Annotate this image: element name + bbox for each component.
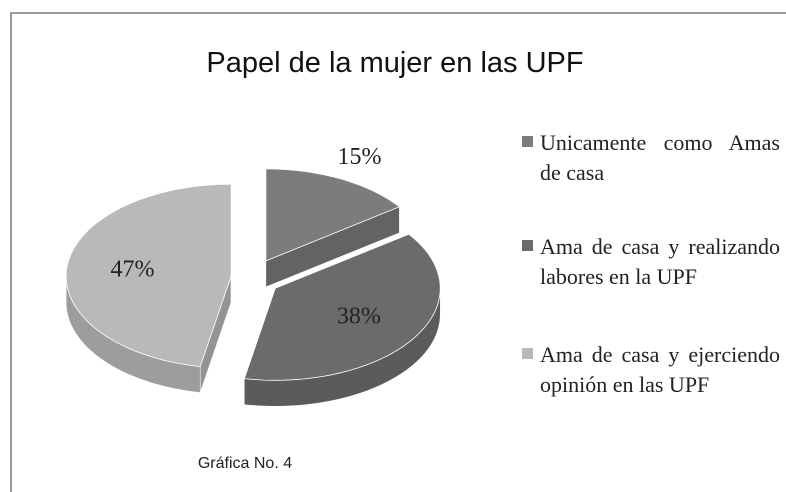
legend-swatch <box>522 136 533 147</box>
data-label: 47% <box>111 256 155 282</box>
legend-label: Unicamente como Amas de casa <box>540 130 780 185</box>
legend-swatch <box>522 240 533 251</box>
chart-frame <box>10 12 786 492</box>
data-label: 15% <box>338 144 382 170</box>
legend-item: Ama de casa y ejerciendo opinión en las … <box>522 340 780 400</box>
legend-item: Unicamente como Amas de casa <box>522 128 780 188</box>
legend-item: Ama de casa y realizando labores en la U… <box>522 232 780 292</box>
slice-top <box>265 168 401 262</box>
slice-top <box>243 233 441 381</box>
slice-top <box>65 183 232 368</box>
slice <box>243 233 441 407</box>
pie <box>65 168 441 407</box>
data-label: 38% <box>337 303 381 329</box>
chart-title: Papel de la mujer en las UPF <box>206 47 583 79</box>
slice <box>265 168 401 288</box>
legend-label: Ama de casa y realizando labores en la U… <box>540 234 780 289</box>
slice <box>65 183 232 393</box>
legend-label: Ama de casa y ejerciendo opinión en las … <box>540 342 780 397</box>
caption: Gráfica No. 4 <box>198 455 292 472</box>
legend-swatch <box>522 348 533 359</box>
